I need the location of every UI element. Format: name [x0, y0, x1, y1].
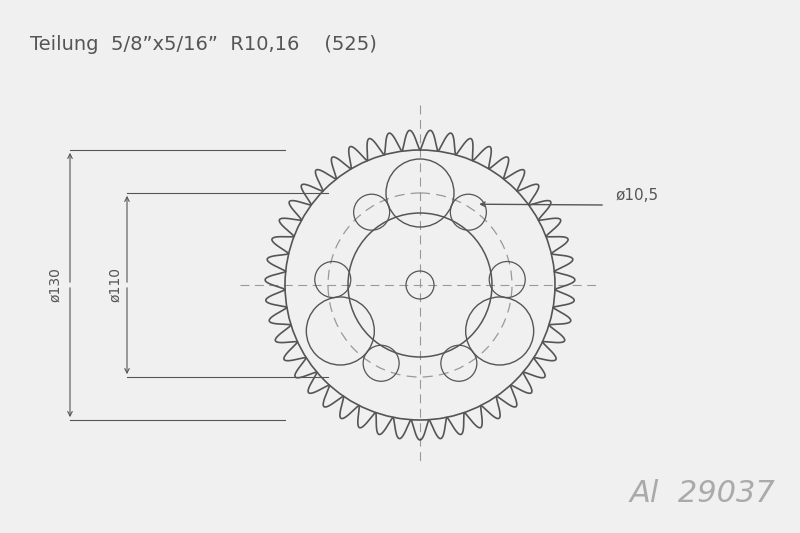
Text: Al  29037: Al 29037 [630, 479, 775, 508]
Text: ø130: ø130 [48, 268, 62, 302]
Text: ø110: ø110 [108, 268, 122, 303]
Text: Teilung  5/8”x5/16”  R10,16    (525): Teilung 5/8”x5/16” R10,16 (525) [30, 35, 377, 54]
Text: ø10,5: ø10,5 [615, 188, 658, 203]
